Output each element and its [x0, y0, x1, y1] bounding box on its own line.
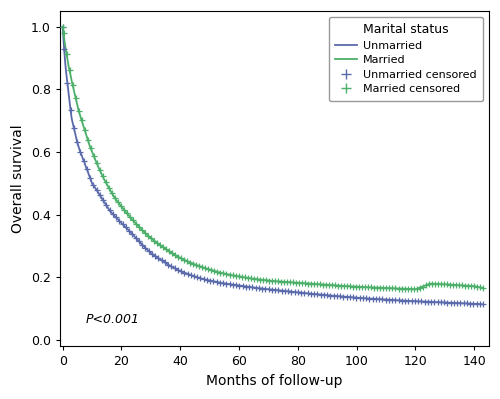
Legend: Unmarried, Married, Unmarried censored, Married censored: Unmarried, Married, Unmarried censored, … — [328, 17, 484, 101]
Y-axis label: Overall survival: Overall survival — [11, 124, 25, 233]
Text: P<0.001: P<0.001 — [86, 313, 140, 326]
X-axis label: Months of follow-up: Months of follow-up — [206, 374, 342, 388]
